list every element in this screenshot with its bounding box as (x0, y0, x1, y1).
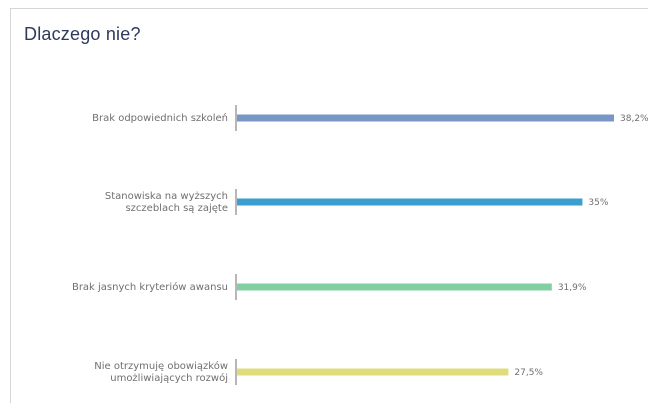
bar-value-label: 38,2% (620, 114, 649, 124)
category-label: Brak odpowiednich szkoleń (92, 112, 228, 124)
bar (237, 283, 552, 291)
bar-value-label: 31,9% (558, 283, 587, 293)
category-label: Brak jasnych kryteriów awansu (72, 281, 228, 293)
category-label: Stanowiska na wyższych (105, 191, 228, 202)
category-label: szczeblach są zajęte (125, 203, 228, 214)
bar-value-label: 35% (588, 198, 608, 208)
chart-title: Dlaczego nie? (24, 24, 141, 44)
bar (237, 198, 583, 206)
bar (237, 368, 509, 376)
bar (237, 114, 614, 122)
category-label: umożliwiających rozwój (110, 372, 228, 384)
bar-value-label: 27,5% (514, 368, 543, 378)
category-label: Nie otrzymuję obowiązków (94, 360, 228, 372)
